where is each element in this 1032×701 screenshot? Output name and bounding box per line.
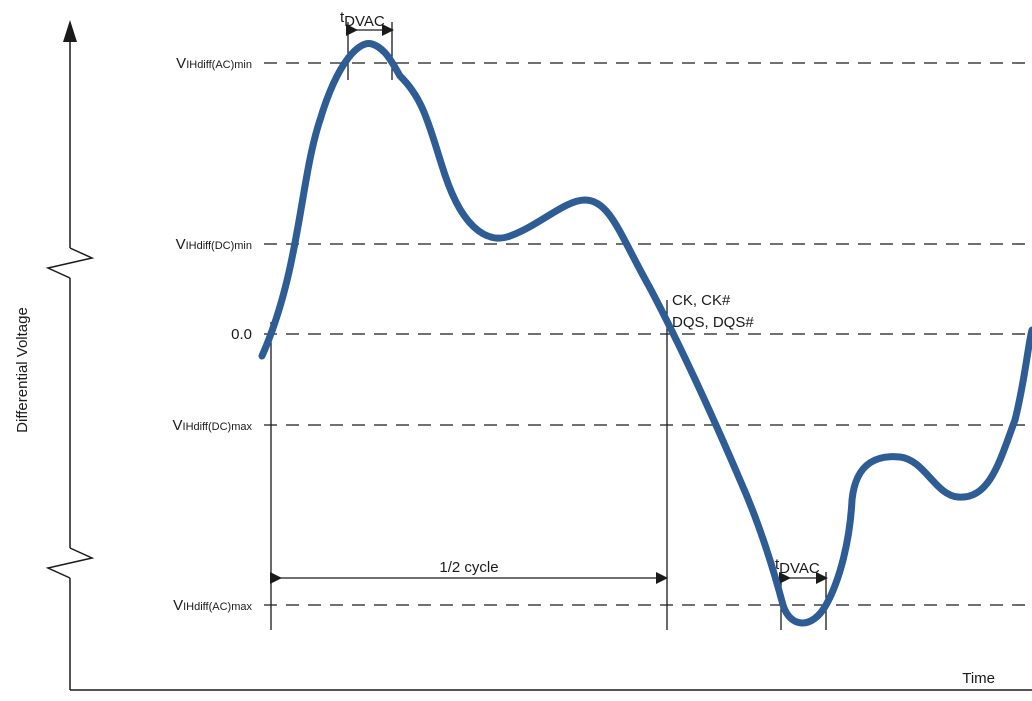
signal-label-dqs: DQS, DQS#: [672, 314, 754, 331]
level-label-zero: 0.0: [231, 326, 252, 343]
tdvac-top-label: tDVAC: [340, 9, 385, 30]
tdvac-bottom-label: tDVAC: [775, 556, 820, 577]
differential-signal-waveform: [258, 40, 1032, 627]
x-axis-title: Time: [962, 670, 995, 687]
y-axis: [45, 40, 95, 690]
y-axis-title: Differential Voltage: [14, 307, 31, 433]
y-axis-arrow-icon: [63, 20, 77, 42]
level-label-dc-min: VIHdiff(DC)min: [176, 236, 252, 253]
level-label-dc-max: VIHdiff(DC)max: [173, 417, 253, 434]
level-label-ac-min: VIHdiff(AC)min: [176, 55, 252, 72]
signal-label-ck: CK, CK#: [672, 292, 731, 309]
half-cycle-label: 1/2 cycle: [439, 559, 498, 576]
level-lines: [264, 62, 1032, 606]
level-label-ac-max: VIHdiff(AC)max: [173, 597, 252, 614]
